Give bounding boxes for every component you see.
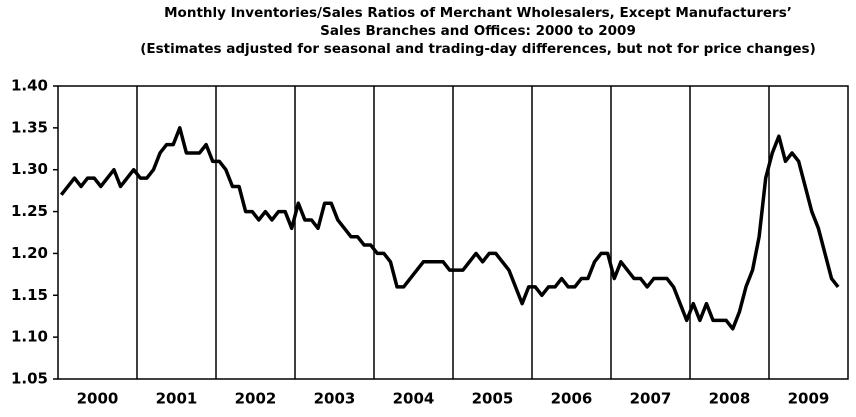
x-tick-label: 2007: [630, 390, 672, 408]
y-tick-label: 1.30: [11, 160, 48, 178]
x-tick-label: 2000: [77, 390, 119, 408]
y-tick-label: 1.15: [11, 286, 48, 304]
chart-title: (Estimates adjusted for seasonal and tra…: [140, 41, 816, 57]
x-tick-label: 2002: [235, 390, 277, 408]
x-tick-label: 2006: [551, 390, 593, 408]
x-tick-label: 2008: [709, 390, 751, 408]
y-tick-label: 1.20: [11, 244, 48, 262]
chart-title: Sales Branches and Offices: 2000 to 2009: [320, 23, 636, 39]
x-tick-label: 2001: [156, 390, 198, 408]
x-tick-label: 2005: [472, 390, 514, 408]
y-tick-label: 1.35: [11, 118, 48, 136]
chart-title: Monthly Inventories/Sales Ratios of Merc…: [164, 5, 792, 21]
x-tick-label: 2003: [314, 390, 356, 408]
x-tick-label: 2009: [788, 390, 830, 408]
y-tick-label: 1.25: [11, 202, 48, 220]
x-tick-label: 2004: [393, 390, 435, 408]
y-tick-label: 1.40: [11, 77, 48, 95]
y-tick-label: 1.05: [11, 370, 48, 388]
data-line: [59, 126, 840, 331]
y-tick-label: 1.10: [11, 328, 48, 346]
